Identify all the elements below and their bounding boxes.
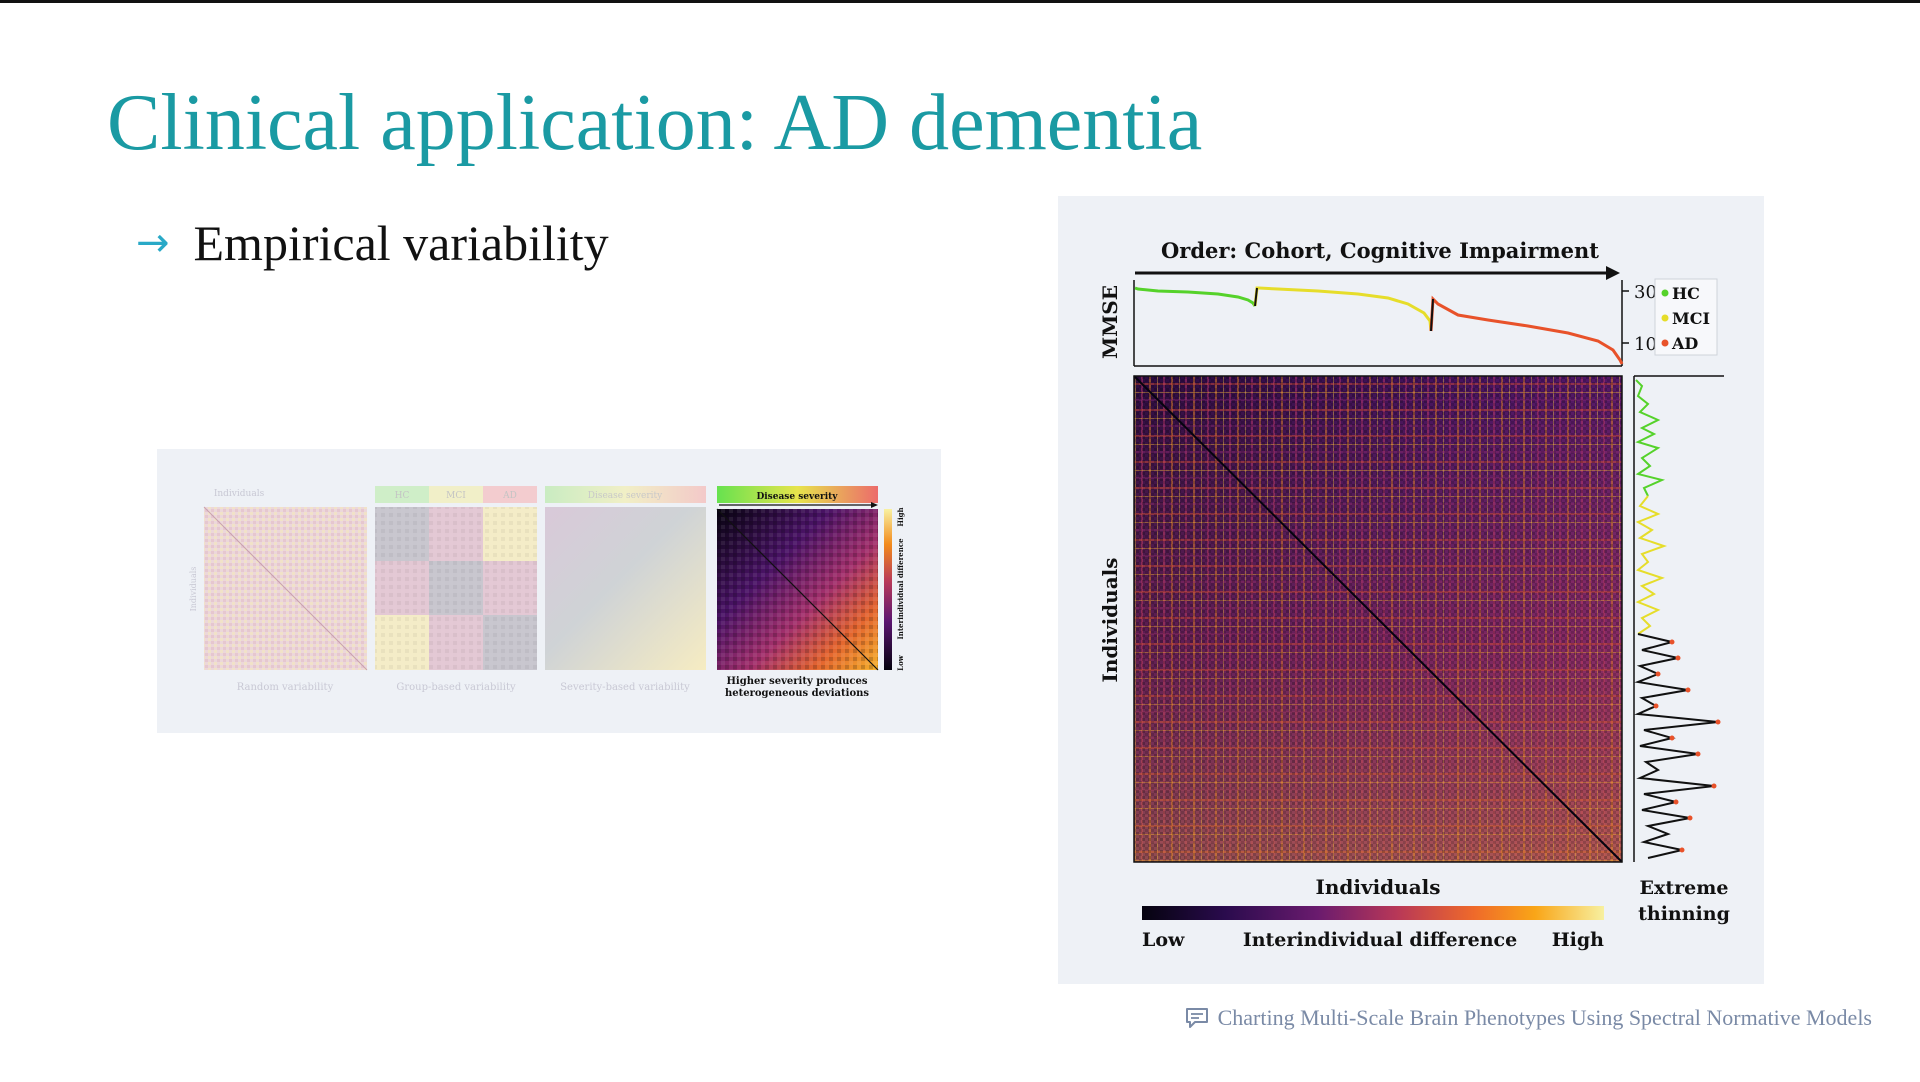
source-caption[interactable]: Charting Multi-Scale Brain Phenotypes Us… <box>1184 1005 1872 1031</box>
severity-gradient-matrix <box>545 507 706 670</box>
legend-hc-label: HC <box>1672 284 1700 303</box>
thinning-label-line2: thinning <box>1638 903 1730 925</box>
colorbar-mid-label: Interindividual difference <box>1243 929 1517 951</box>
top-border <box>0 0 1920 3</box>
panel1-top-label: Individuals <box>214 489 265 499</box>
variability-schematic-figure: Individuals Individuals Random variabili… <box>157 449 941 733</box>
mmse-tick-label-30: 30 <box>1634 282 1657 303</box>
mmse-tick-label-10: 10 <box>1634 334 1657 355</box>
panel4-bottom-label-2: heterogeneous deviations <box>725 688 869 699</box>
group-mci-label: MCI <box>446 491 466 501</box>
panel4-top-label: Disease severity <box>756 492 838 502</box>
legend-ad-marker <box>1661 339 1669 347</box>
random-diagonal <box>203 506 368 671</box>
vertical-colorbar-high: High <box>896 507 905 526</box>
severity-bar <box>717 486 878 503</box>
empirical-variability-figure: Order: Cohort, Cognitive Impairment MMSE… <box>1058 196 1764 984</box>
slide-title: Clinical application: AD dementia <box>107 79 1203 167</box>
legend-ad-label: AD <box>1671 334 1698 353</box>
panel4-bottom-label-1: Higher severity produces <box>726 676 867 687</box>
colorbar-low-label: Low <box>1142 929 1185 951</box>
matrix-frame <box>1133 375 1623 863</box>
mmse-step-mci-ad <box>1430 298 1434 332</box>
bullet-item: → Empirical variability <box>136 214 609 272</box>
panel2-bottom-label: Group-based variability <box>396 682 516 693</box>
group-mci-bar <box>429 486 483 503</box>
group-block-matrix <box>375 507 537 670</box>
group-ad-bar <box>483 486 537 503</box>
variability-schematic-svg: Individuals Individuals Random variabili… <box>189 486 905 699</box>
panel3-bottom-label: Severity-based variability <box>560 682 690 693</box>
severity-bar-faded <box>545 486 706 503</box>
thinning-mci-trace <box>1635 495 1668 635</box>
vertical-colorbar-label: Interindividual difference <box>896 538 905 640</box>
group-ad-label: AD <box>502 491 517 501</box>
comment-icon <box>1185 1008 1208 1028</box>
matrix-y-label: Individuals <box>1098 557 1122 682</box>
empirical-variability-svg: Order: Cohort, Cognitive Impairment MMSE… <box>1098 238 1730 951</box>
caption-text: Charting Multi-Scale Brain Phenotypes Us… <box>1217 1005 1872 1030</box>
thinning-ad-markers <box>1653 639 1721 853</box>
mmse-line-mci <box>1253 286 1433 332</box>
legend-mci-marker <box>1661 314 1669 322</box>
cohort-legend: HC MCI AD <box>1654 278 1718 356</box>
order-label: Order: Cohort, Cognitive Impairment <box>1161 238 1599 263</box>
mmse-axis-label: MMSE <box>1098 285 1122 359</box>
thinning-label-line1: Extreme <box>1640 877 1729 899</box>
legend-hc-marker <box>1661 289 1669 297</box>
order-arrowhead <box>1606 266 1620 280</box>
vertical-colorbar-low: Low <box>896 654 905 671</box>
heatmap-diagonal <box>716 508 879 671</box>
matrix-x-label: Individuals <box>1315 875 1440 899</box>
thinning-ad-trace <box>1634 633 1719 859</box>
group-hc-bar <box>375 486 429 503</box>
interindividual-matrix <box>1133 375 1623 863</box>
panel3-top-label: Disease severity <box>588 491 663 501</box>
group-hc-label: HC <box>395 491 410 501</box>
arrow-icon: → <box>136 220 170 266</box>
panel1-side-label: Individuals <box>189 567 198 612</box>
panel1-bottom-label: Random variability <box>237 682 334 693</box>
vertical-colorbar <box>884 509 892 670</box>
horizontal-colorbar <box>1142 906 1604 920</box>
colorbar-high-label: High <box>1552 929 1604 951</box>
thinning-hc-trace <box>1635 379 1666 497</box>
mmse-step-hc-mci <box>1254 287 1258 307</box>
extreme-thinning-plot <box>1633 375 1724 862</box>
mmse-line-ad <box>1429 295 1624 365</box>
severity-arrowhead <box>871 502 878 508</box>
mmse-line-hc <box>1134 286 1257 307</box>
bullet-text: Empirical variability <box>193 215 609 271</box>
matrix-diagonal <box>1133 375 1623 863</box>
legend-mci-label: MCI <box>1672 309 1710 328</box>
